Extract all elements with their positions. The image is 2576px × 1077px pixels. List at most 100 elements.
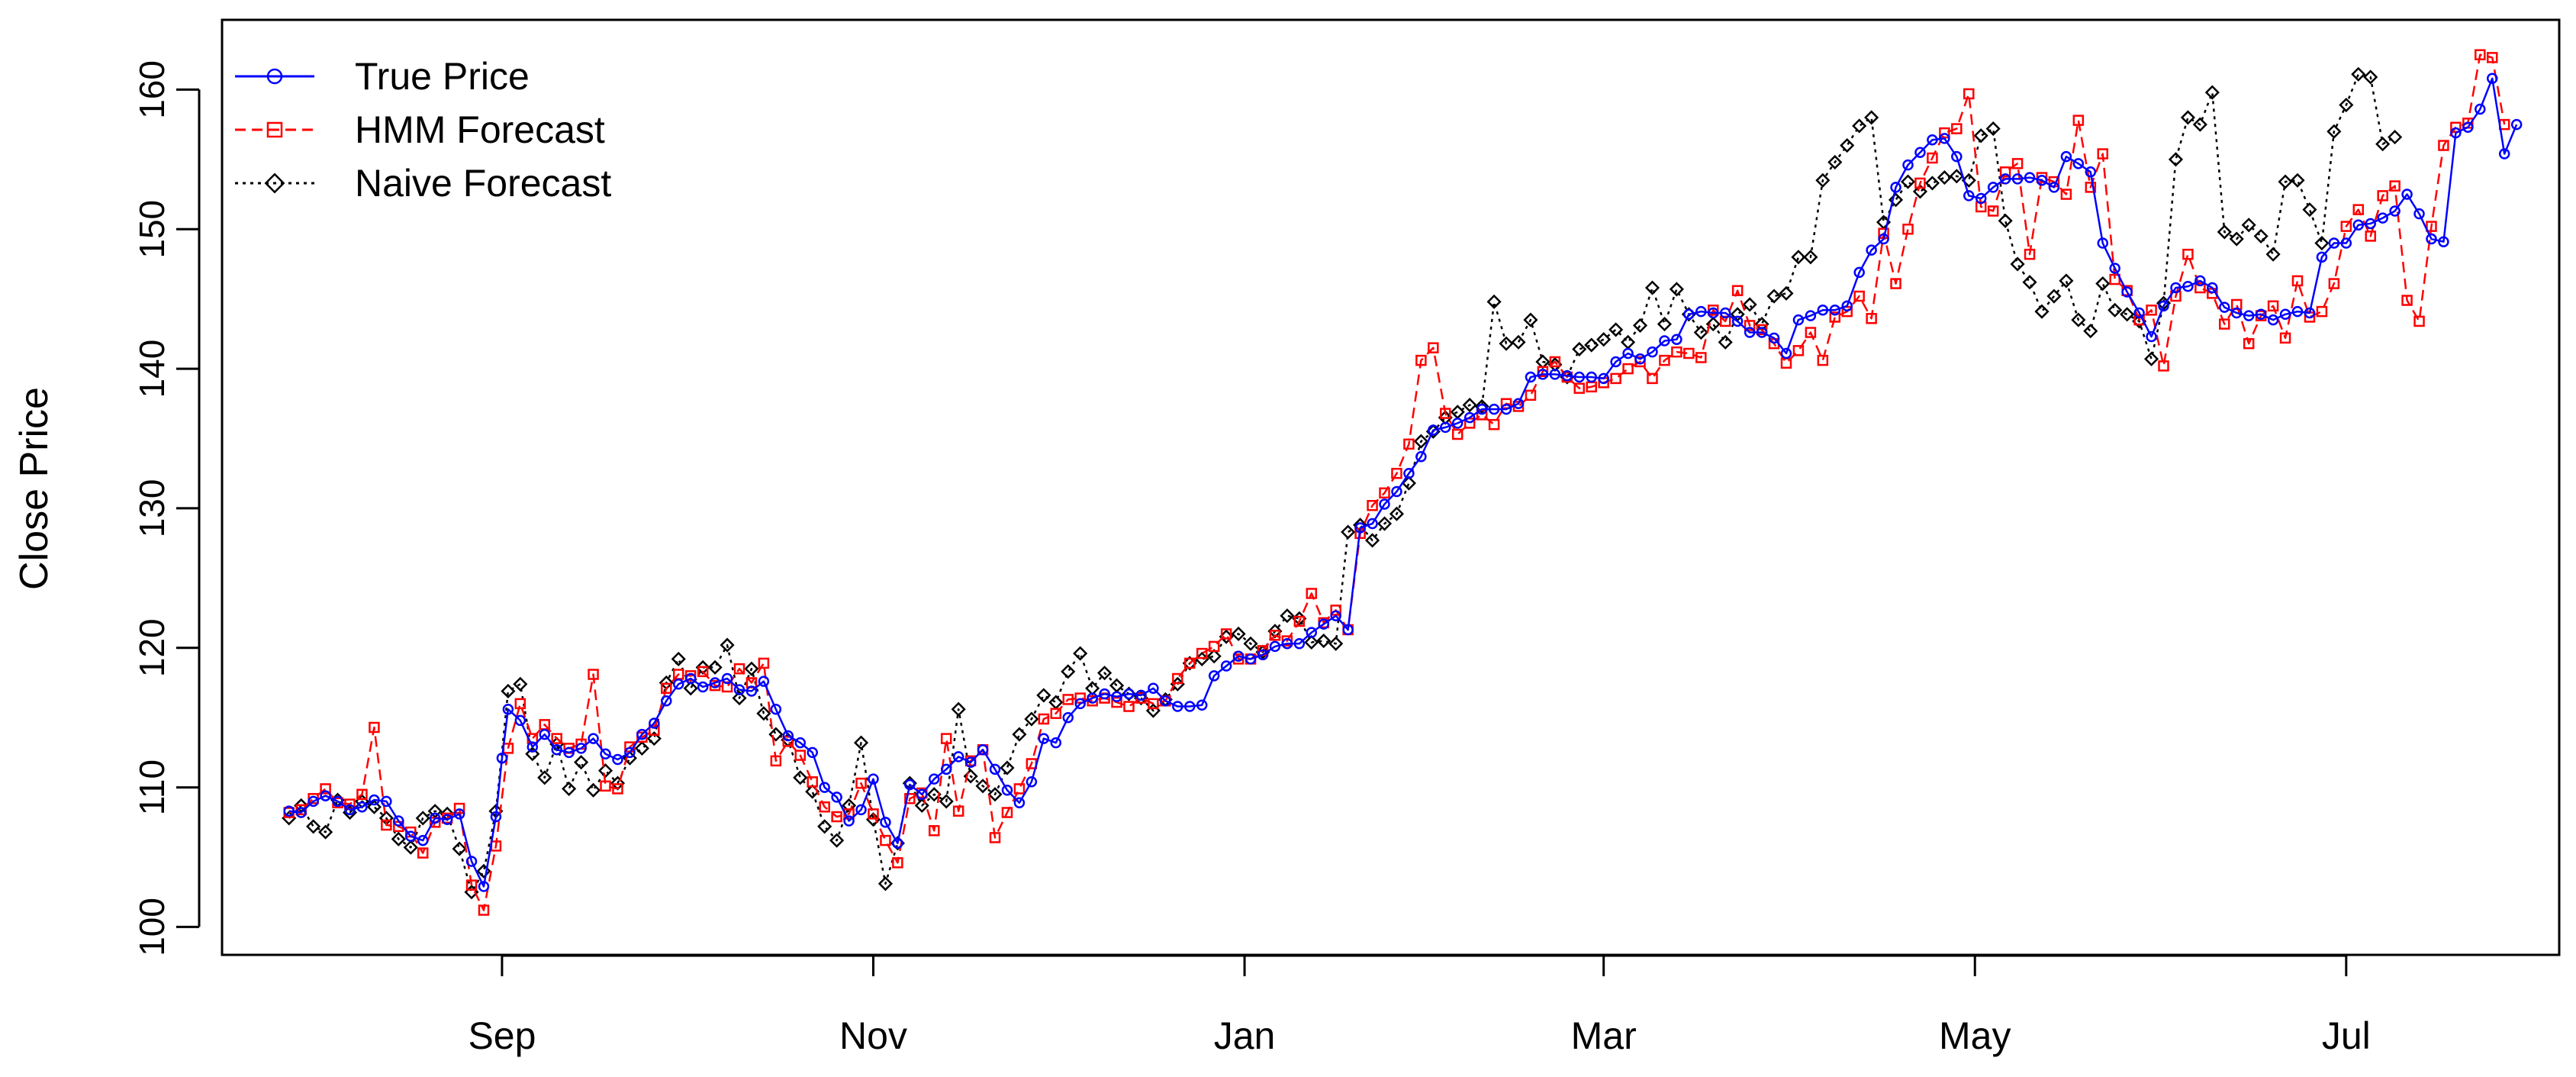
x-axis: Sep Nov Jan Mar May Jul bbox=[468, 954, 2371, 1057]
series-layer bbox=[282, 49, 2523, 916]
x-tick-label: Jan bbox=[1214, 1014, 1276, 1057]
data-point-naive-forecast bbox=[1474, 398, 1489, 414]
data-point-true-price bbox=[490, 811, 502, 823]
data-point-true-price bbox=[2230, 307, 2243, 319]
data-point-hmm-forecast bbox=[1683, 347, 1695, 360]
data-point-naive-forecast bbox=[1864, 110, 1879, 125]
data-point-true-price bbox=[2011, 173, 2024, 185]
data-point-hmm-forecast bbox=[1330, 605, 1341, 616]
data-point-naive-forecast bbox=[366, 799, 382, 814]
data-point-true-price bbox=[661, 695, 672, 707]
data-point-naive-forecast bbox=[756, 706, 771, 721]
data-point-naive-forecast bbox=[1937, 170, 1952, 185]
data-point-true-price bbox=[381, 795, 392, 808]
data-point-hmm-forecast bbox=[320, 783, 331, 795]
data-point-naive-forecast bbox=[646, 731, 662, 746]
data-point-true-price bbox=[880, 817, 891, 828]
data-point-true-price bbox=[526, 741, 539, 753]
data-point-true-price bbox=[1902, 159, 1914, 171]
data-point-true-price bbox=[2510, 118, 2523, 131]
data-point-naive-forecast bbox=[2071, 312, 2086, 327]
data-point-hmm-forecast bbox=[1622, 363, 1634, 375]
data-point-hmm-forecast bbox=[1951, 123, 1963, 134]
data-point-hmm-forecast bbox=[1001, 807, 1013, 818]
data-point-naive-forecast bbox=[707, 659, 723, 675]
data-point-true-price bbox=[2097, 237, 2109, 249]
data-point-hmm-forecast bbox=[2072, 114, 2085, 126]
data-point-true-price bbox=[1403, 467, 1415, 479]
data-point-true-price bbox=[563, 746, 575, 759]
data-point-true-price bbox=[745, 685, 758, 697]
data-point-hmm-forecast bbox=[1987, 205, 1999, 217]
data-point-naive-forecast bbox=[2095, 276, 2111, 292]
data-point-true-price bbox=[733, 684, 745, 695]
data-point-true-price bbox=[1756, 327, 1768, 338]
data-point-hmm-forecast bbox=[514, 698, 526, 710]
data-point-true-price bbox=[1768, 332, 1780, 344]
data-point-true-price bbox=[2121, 286, 2133, 298]
data-point-true-price bbox=[332, 795, 343, 808]
data-point-true-price bbox=[709, 677, 721, 688]
data-point-hmm-forecast bbox=[1999, 166, 2011, 178]
data-point-naive-forecast bbox=[951, 701, 966, 717]
data-point-true-price bbox=[1610, 356, 1621, 368]
data-point-naive-forecast bbox=[817, 819, 832, 834]
data-point-true-price bbox=[1708, 307, 1719, 319]
data-point-hmm-forecast bbox=[1695, 352, 1707, 363]
data-point-hmm-forecast bbox=[2426, 221, 2437, 232]
data-point-hmm-forecast bbox=[1428, 342, 1439, 353]
data-point-hmm-forecast bbox=[478, 904, 490, 916]
data-point-naive-forecast bbox=[318, 824, 333, 840]
data-point-true-price bbox=[1987, 182, 1999, 193]
data-point-hmm-forecast bbox=[1731, 285, 1744, 296]
data-point-true-price bbox=[2109, 263, 2120, 274]
data-point-hmm-forecast bbox=[1902, 224, 1914, 235]
data-point-true-price bbox=[2291, 305, 2304, 318]
data-point-true-price bbox=[344, 804, 356, 816]
data-point-hmm-forecast bbox=[1062, 694, 1074, 705]
data-point-naive-forecast bbox=[732, 691, 747, 706]
data-point-naive-forecast bbox=[1413, 434, 1428, 449]
data-point-hmm-forecast bbox=[453, 802, 465, 814]
data-point-true-price bbox=[892, 837, 903, 849]
data-point-hmm-forecast bbox=[2352, 204, 2365, 215]
data-point-true-price bbox=[1598, 372, 1609, 385]
data-point-naive-forecast bbox=[2168, 152, 2184, 167]
data-point-true-price bbox=[393, 815, 404, 827]
data-point-true-price bbox=[2036, 175, 2048, 186]
data-point-naive-forecast bbox=[1669, 282, 1684, 297]
data-point-naive-forecast bbox=[2229, 231, 2244, 247]
data-point-true-price bbox=[782, 730, 794, 742]
data-point-naive-forecast bbox=[1024, 711, 1039, 727]
data-point-naive-forecast bbox=[1888, 192, 1904, 208]
data-point-naive-forecast bbox=[1073, 646, 1088, 661]
data-point-naive-forecast bbox=[2180, 110, 2195, 125]
data-point-hmm-forecast bbox=[465, 879, 478, 891]
data-point-true-price bbox=[478, 881, 490, 892]
data-point-naive-forecast bbox=[2217, 224, 2232, 240]
data-point-true-price bbox=[2194, 275, 2206, 287]
data-point-hmm-forecast bbox=[1525, 389, 1537, 401]
data-point-hmm-forecast bbox=[2340, 221, 2352, 232]
data-point-hmm-forecast bbox=[2389, 180, 2401, 192]
legend-item-true-price: True Price bbox=[235, 55, 530, 98]
y-tick-label: 160 bbox=[132, 60, 172, 119]
data-point-true-price bbox=[2146, 331, 2157, 343]
data-point-naive-forecast bbox=[2046, 289, 2062, 304]
data-point-hmm-forecast bbox=[880, 834, 891, 846]
data-point-hmm-forecast bbox=[1220, 628, 1232, 640]
data-point-true-price bbox=[2340, 237, 2352, 249]
data-point-naive-forecast bbox=[1766, 289, 1782, 304]
data-point-true-price bbox=[1269, 640, 1281, 653]
data-point-hmm-forecast bbox=[2146, 305, 2157, 316]
data-point-true-price bbox=[356, 801, 368, 813]
data-point-true-price bbox=[308, 795, 319, 808]
data-point-naive-forecast bbox=[1328, 636, 1344, 651]
data-point-true-price bbox=[2133, 307, 2145, 319]
legend-label-naive-forecast: Naive Forecast bbox=[355, 162, 611, 205]
data-point-true-price bbox=[2207, 282, 2218, 294]
data-point-hmm-forecast bbox=[1817, 354, 1829, 366]
legend-item-hmm-forecast: HMM Forecast bbox=[235, 108, 605, 151]
data-point-naive-forecast bbox=[1742, 297, 1757, 312]
data-point-naive-forecast bbox=[2351, 66, 2366, 82]
